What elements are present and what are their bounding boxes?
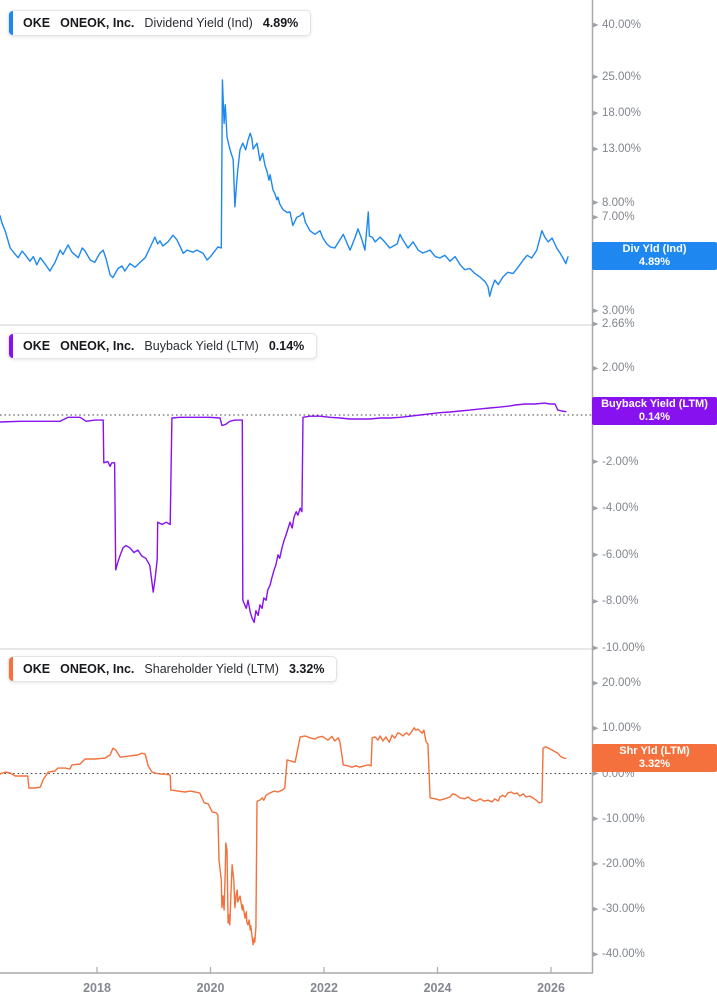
y-axis-tick-label: -40.00%: [602, 948, 645, 961]
badge-value: 3.32%: [638, 757, 671, 770]
legend-buyback-yield[interactable]: OKE ONEOK, Inc. Buyback Yield (LTM) 0.14…: [8, 333, 318, 359]
legend-ticker: OKE: [23, 662, 51, 676]
legend-value: 3.32%: [288, 662, 325, 676]
y-axis-tick-label: 20.00%: [602, 677, 642, 690]
y-axis-tick-label: -8.00%: [602, 595, 639, 608]
last-value-badge-dividend: Div Yld (Ind) 4.89%: [592, 242, 717, 271]
legend-company-name: ONEOK, Inc.: [60, 662, 135, 676]
legend-metric: Shareholder Yield (LTM): [144, 662, 279, 676]
y-axis-tick-label: 13.00%: [602, 142, 642, 155]
y-axis-tick-label: 8.00%: [602, 196, 635, 209]
x-axis-tick-label: 2018: [83, 981, 111, 995]
legend-color-bar: [9, 334, 13, 358]
x-axis-tick-label: 2024: [423, 981, 452, 995]
badge-metric-label: Div Yld (Ind): [622, 243, 687, 256]
legend-color-bar: [9, 657, 13, 681]
x-axis-tick-label: 2020: [196, 981, 225, 995]
legend-dividend-yield[interactable]: OKE ONEOK, Inc. Dividend Yield (Ind) 4.8…: [8, 10, 312, 36]
legend-company-name: ONEOK, Inc.: [60, 16, 135, 30]
y-axis-tick-label: 10.00%: [602, 722, 642, 735]
y-axis-tick-label: 2.00%: [602, 362, 635, 375]
legend-shareholder-yield[interactable]: OKE ONEOK, Inc. Shareholder Yield (LTM) …: [8, 656, 338, 682]
legend-ticker: OKE: [23, 16, 51, 30]
badge-value: 0.14%: [638, 411, 671, 424]
y-axis-tick-label: 40.00%: [602, 19, 642, 32]
y-axis-tick-label: -10.00%: [602, 642, 645, 654]
legend-value: 4.89%: [262, 16, 299, 30]
legend-metric: Dividend Yield (Ind): [144, 16, 253, 30]
last-value-badge-buyback: Buyback Yield (LTM) 0.14%: [592, 397, 717, 426]
y-axis-tick-label: 3.00%: [602, 304, 635, 317]
y-axis-tick-label: -30.00%: [602, 903, 645, 916]
y-axis-tick-label: 25.00%: [602, 70, 642, 83]
y-axis-tick-label: 2.66%: [602, 317, 635, 330]
y-axis-tick-label: -6.00%: [602, 548, 639, 561]
legend-ticker: OKE: [23, 339, 51, 353]
y-axis-tick-label: -2.00%: [602, 455, 639, 468]
y-axis-tick-label: -10.00%: [602, 812, 645, 825]
x-axis-tick-label: 2022: [310, 981, 338, 995]
badge-value: 4.89%: [638, 256, 671, 269]
badge-metric-label: Shr Yld (LTM): [619, 744, 690, 757]
y-axis-tick-label: 18.00%: [602, 107, 642, 120]
y-axis-tick-label: -20.00%: [602, 857, 645, 870]
legend-color-bar: [9, 11, 13, 35]
y-axis-tick-label: -4.00%: [602, 502, 639, 515]
x-axis-tick-label: 2026: [537, 981, 565, 995]
legend-value: 0.14%: [268, 339, 305, 353]
last-value-badge-shareholder: Shr Yld (LTM) 3.32%: [592, 743, 717, 772]
legend-metric: Buyback Yield (LTM): [144, 339, 259, 353]
y-axis-tick-label: 7.00%: [602, 211, 635, 224]
legend-company-name: ONEOK, Inc.: [60, 339, 135, 353]
badge-metric-label: Buyback Yield (LTM): [601, 398, 708, 411]
